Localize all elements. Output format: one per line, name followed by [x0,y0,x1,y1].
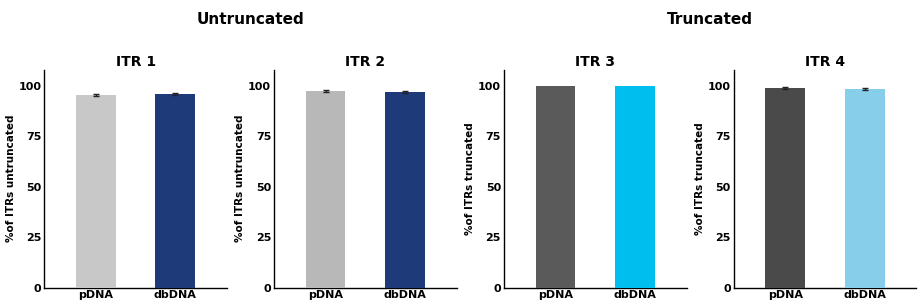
Bar [536,86,575,288]
Bar [76,95,115,288]
Bar [615,86,655,288]
Text: Untruncated: Untruncated [196,12,304,27]
Bar [765,88,805,288]
Bar [156,94,195,288]
Title: ITR 3: ITR 3 [575,54,615,69]
Bar [845,89,884,288]
Y-axis label: %of ITRs truncated: %of ITRs truncated [695,122,705,235]
Bar [306,91,346,288]
Y-axis label: %of ITRs untruncated: %of ITRs untruncated [6,115,16,242]
Title: ITR 4: ITR 4 [805,54,845,69]
Text: Truncated: Truncated [668,12,753,27]
Y-axis label: %of ITRs truncated: %of ITRs truncated [466,122,475,235]
Bar [385,92,425,288]
Title: ITR 1: ITR 1 [115,54,156,69]
Y-axis label: %of ITRs untruncated: %of ITRs untruncated [235,115,245,242]
Title: ITR 2: ITR 2 [346,54,385,69]
